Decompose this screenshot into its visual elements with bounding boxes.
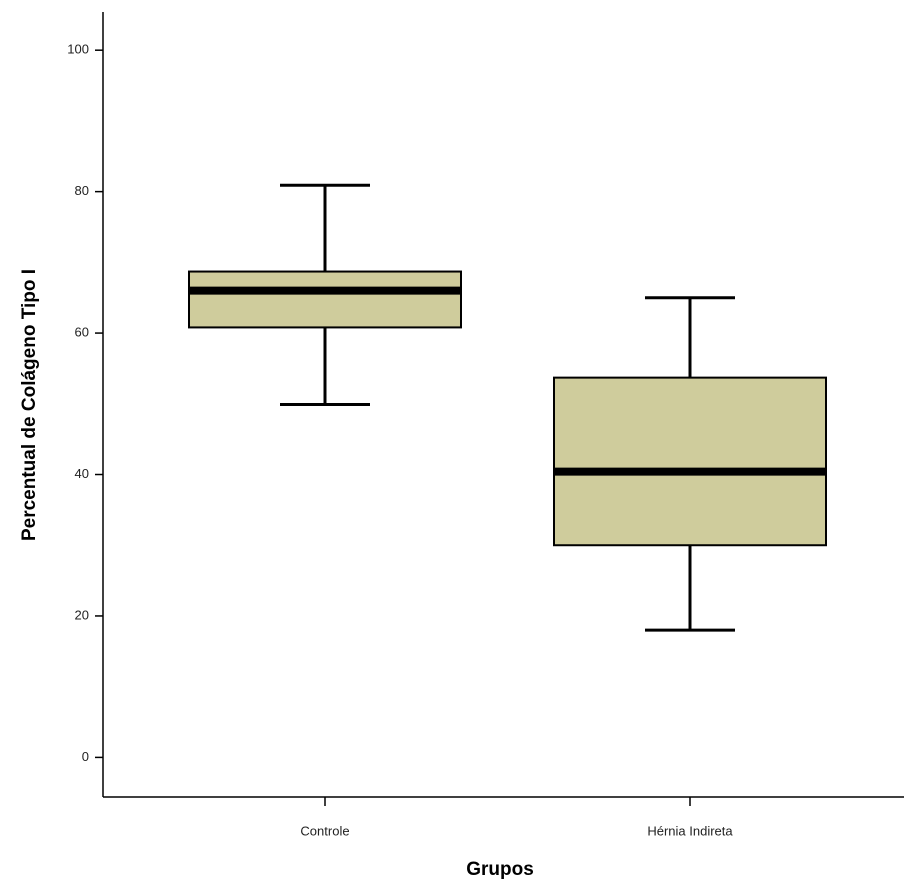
y-tick-label: 20 xyxy=(75,607,89,622)
y-tick-label: 100 xyxy=(67,42,89,57)
x-tick-label: Hérnia Indireta xyxy=(647,823,733,838)
y-tick-label: 80 xyxy=(75,183,89,198)
x-tick-label: Controle xyxy=(300,823,349,838)
y-tick-label: 60 xyxy=(75,325,89,340)
y-tick-label: 0 xyxy=(82,749,89,764)
y-tick-label: 40 xyxy=(75,466,89,481)
x-axis-label: Grupos xyxy=(466,859,534,880)
box xyxy=(553,376,827,547)
y-axis-label: Percentual de Colágeno Tipo I xyxy=(19,269,40,541)
box xyxy=(188,270,462,329)
